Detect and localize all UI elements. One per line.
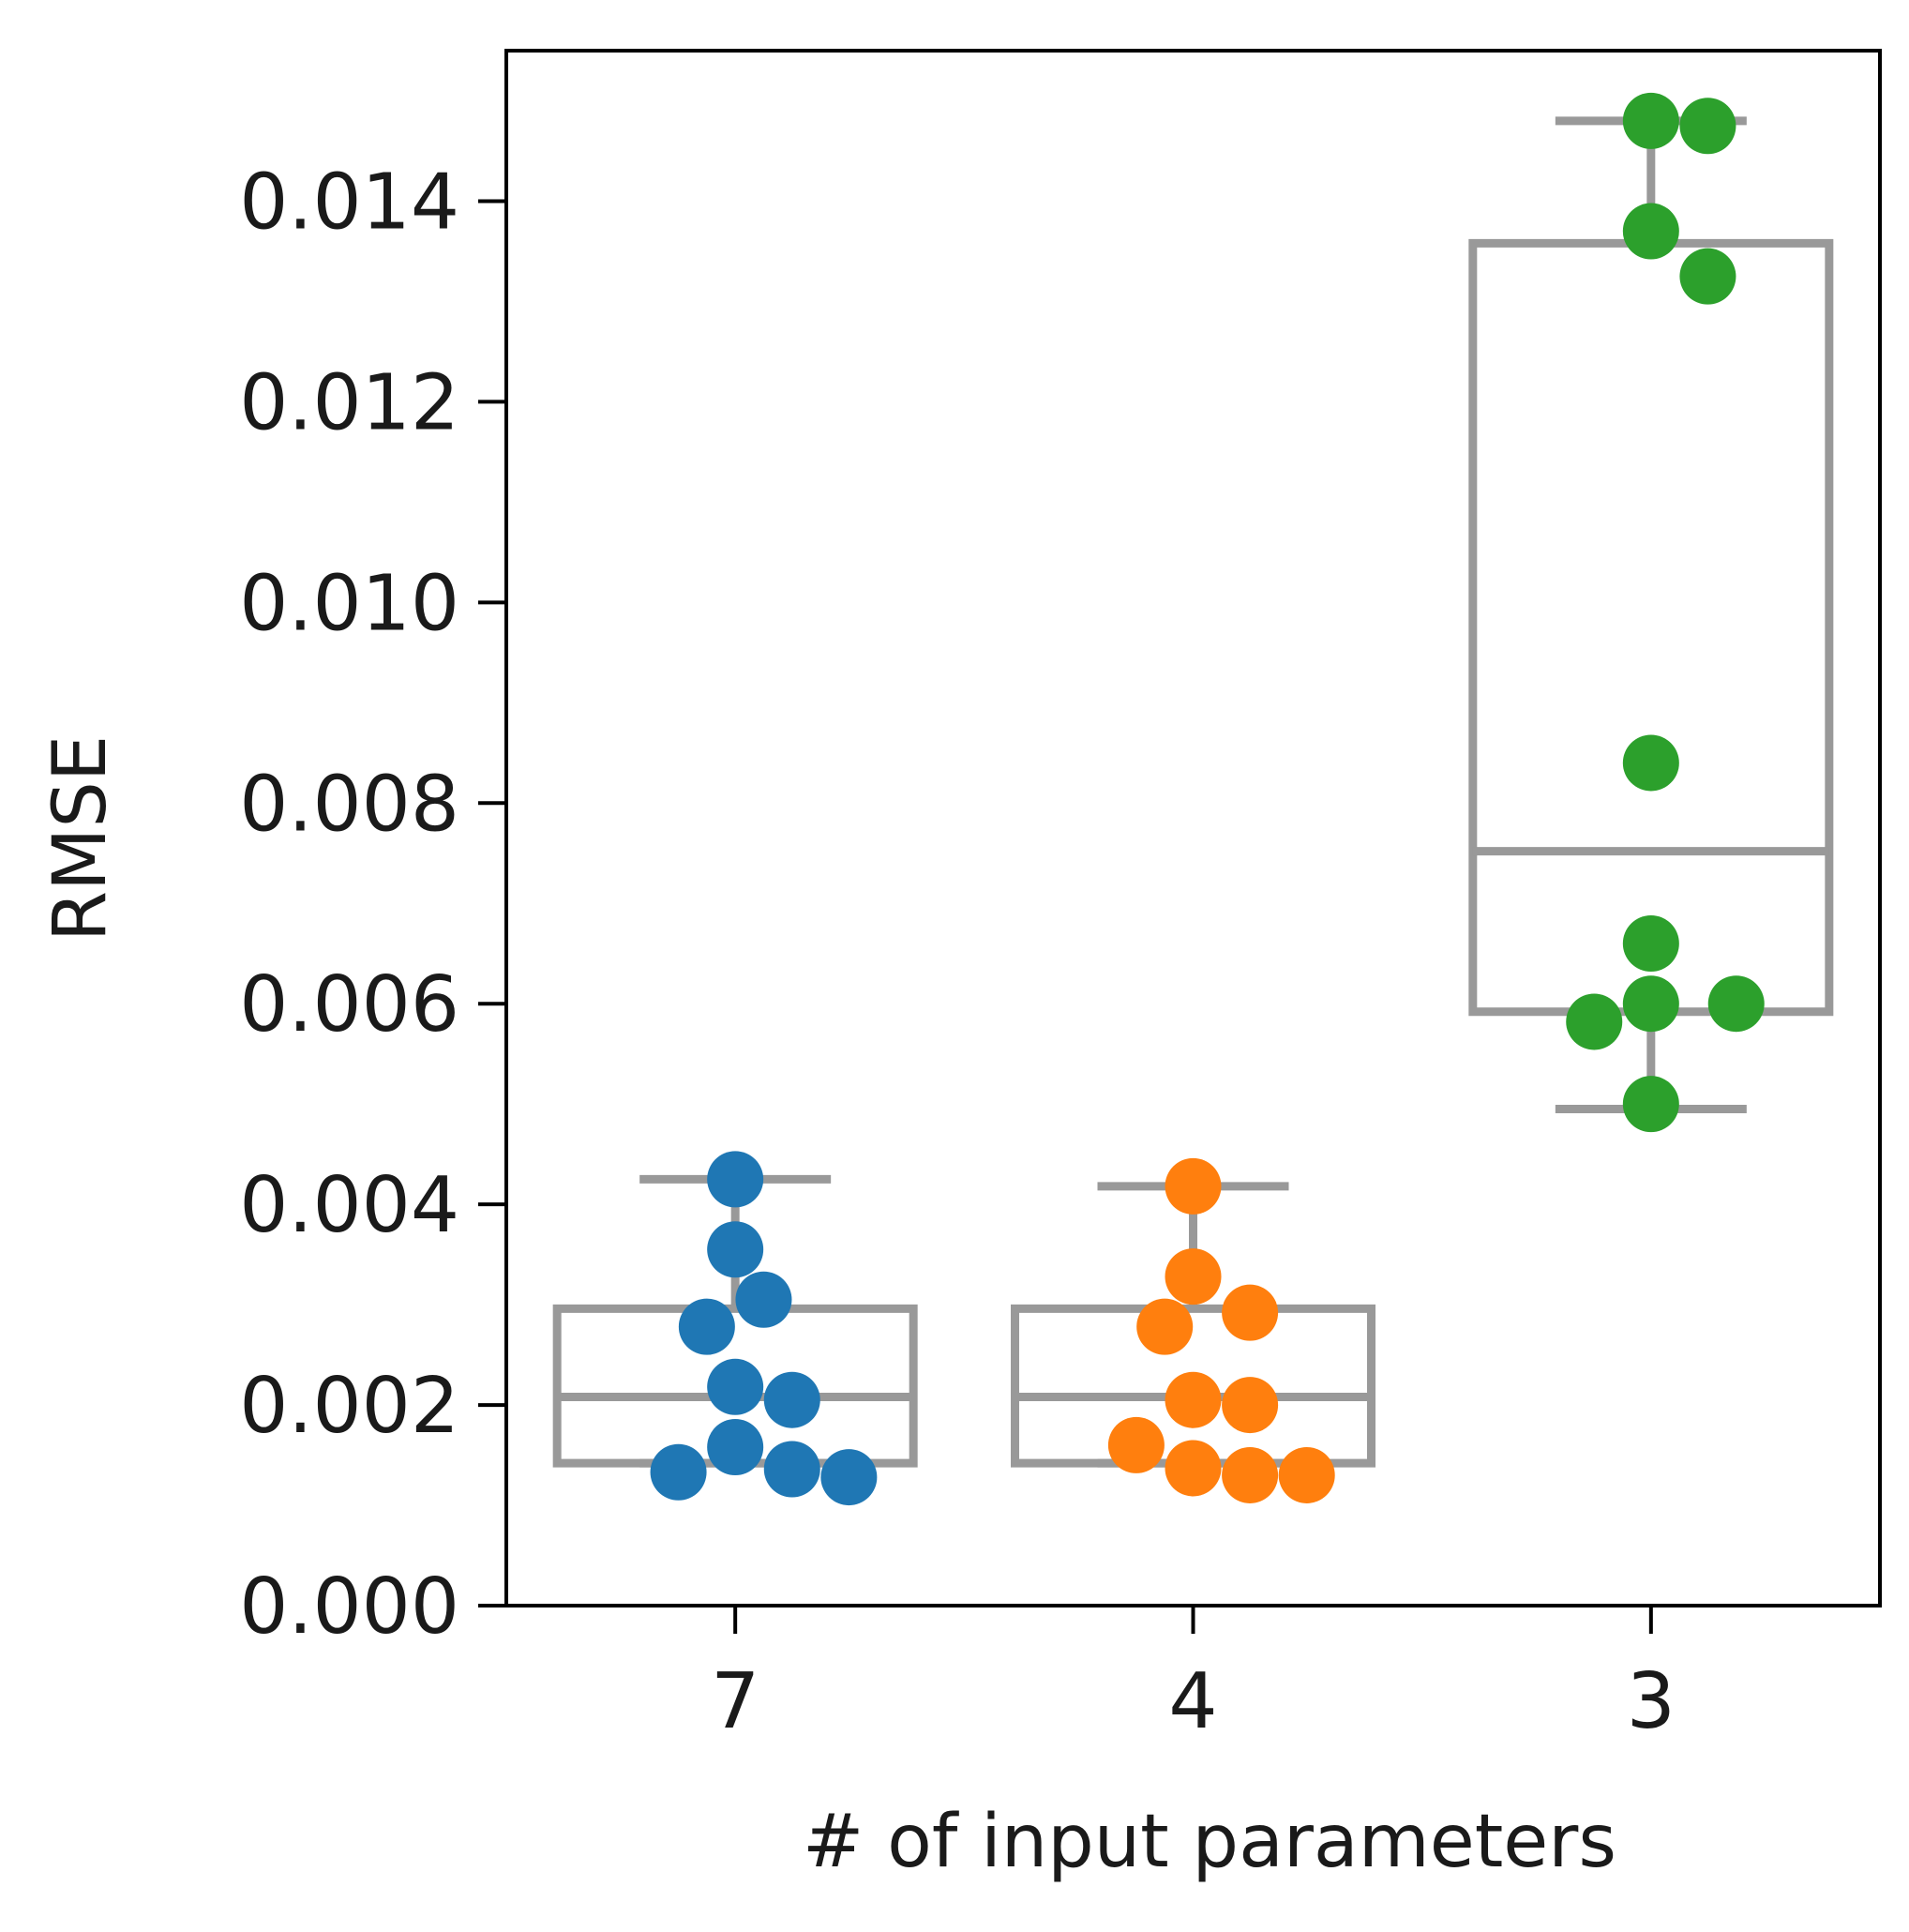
data-point-7-1 [707,1221,764,1278]
box-group-7 [552,1151,918,1506]
box-3 [1468,238,1834,1017]
data-point-3-5 [1622,915,1679,973]
data-point-4-3 [1136,1298,1194,1355]
data-point-7-5 [763,1371,820,1428]
data-point-7-8 [820,1449,878,1506]
data-point-4-4 [1165,1371,1222,1428]
data-point-3-1 [1679,98,1736,155]
data-point-4-8 [1278,1446,1335,1503]
data-point-3-3 [1679,248,1736,305]
data-point-4-7 [1222,1446,1279,1503]
x-tick-label-0: 7 [711,1657,759,1746]
y-tick-label-6: 0.012 [239,358,459,447]
data-point-3-6 [1622,975,1679,1033]
data-point-3-9 [1622,1076,1679,1133]
data-point-3-0 [1622,92,1679,149]
box-group-4 [1011,1157,1375,1503]
y-tick-label-4: 0.008 [239,760,459,849]
data-point-3-4 [1622,734,1679,792]
data-point-3-8 [1707,975,1765,1033]
x-tick-label-2: 3 [1627,1657,1676,1746]
data-point-3-7 [1566,993,1623,1050]
data-point-7-0 [707,1151,764,1208]
data-point-4-0 [1165,1157,1222,1215]
axis-layer: 0.000 0.002 0.004 0.006 0.008 0.010 0.012 0.014… [239,49,1882,1746]
x-tick-label-1: 4 [1168,1657,1217,1746]
data-point-4-6 [1107,1416,1165,1473]
data-point-4-5 [1222,1377,1279,1434]
box-group-3 [1468,92,1834,1133]
data-point-4-2 [1222,1284,1279,1341]
y-axis-label: RMSE [38,735,123,942]
y-tick-label-5: 0.010 [239,559,459,648]
y-tick-label-0: 0.000 [239,1562,459,1652]
data-point-7-9 [763,1441,820,1498]
y-tick-label-2: 0.004 [239,1161,459,1250]
data-point-7-3 [678,1298,735,1355]
data-point-4-9 [1165,1440,1222,1497]
data-point-3-2 [1622,203,1679,260]
plot-layer [552,92,1834,1506]
y-tick-label-1: 0.002 [239,1362,459,1451]
data-point-4-1 [1165,1248,1222,1306]
data-point-7-2 [735,1271,792,1328]
data-point-7-4 [707,1358,764,1415]
x-axis-label: # of input parameters [803,1800,1616,1884]
data-point-7-7 [650,1443,707,1501]
data-point-7-6 [707,1418,764,1475]
y-tick-label-3: 0.006 [239,960,459,1049]
y-tick-label-7: 0.014 [239,158,459,247]
